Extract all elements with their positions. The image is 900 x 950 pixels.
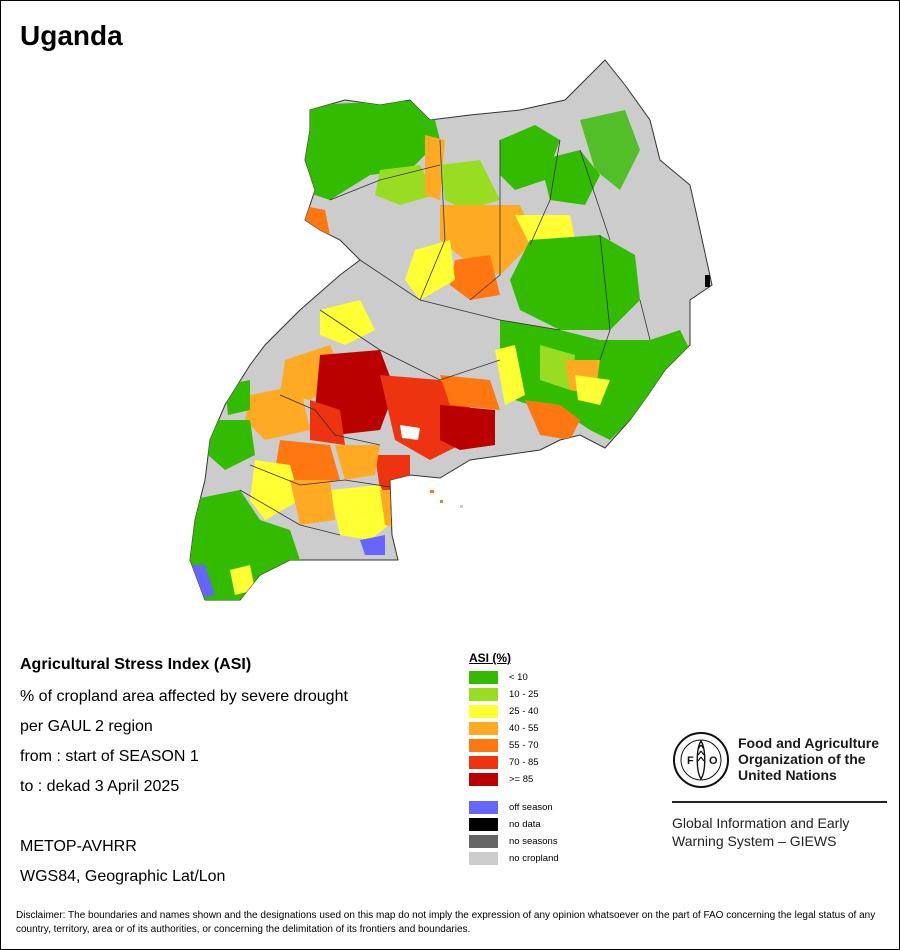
legend-swatch [469,671,498,684]
region-yellow-north2 [515,215,575,245]
legend-swatch [469,756,498,769]
legend-swatch [469,739,498,752]
legend-label: no cropland [509,853,559,864]
fao-name-line3: United Nations [738,767,837,783]
region-sw-yellow [250,460,300,520]
no-data-patch [705,275,710,287]
region-sw-yellow3 [230,565,255,595]
legend-swatch [469,835,498,848]
island-3 [460,505,463,508]
map-title: Uganda [20,20,123,51]
district-boundaries [239,139,651,536]
legend-label: 25 - 40 [509,706,539,717]
region-central-orange2 [450,255,500,300]
region-yellow-north [405,240,455,300]
fao-name-line2: Organization of the [738,751,866,767]
fao-logo-f: F [687,755,694,767]
region-sw-yellow2 [330,485,395,540]
region-w-green [225,380,250,415]
legend-swatch [469,722,498,735]
region-west-nile [300,100,440,200]
region-sw-green [190,490,300,600]
region-lake-red [440,405,495,450]
region-sw-green2 [208,420,255,470]
legend-label: >= 85 [509,774,534,785]
region-sw-offseason [190,565,215,598]
info-line1: % of cropland area affected by severe dr… [20,688,348,705]
uganda-map [189,59,713,601]
info-to: to : dekad 3 April 2025 [20,778,180,795]
fao-name-line1: Food and Agriculture [738,735,880,751]
legend-label: no seasons [509,836,558,847]
region-west-orange [245,385,310,440]
fao-logo-o: O [709,755,718,767]
region-east-orange2 [525,400,580,440]
legend-swatch [469,852,498,865]
disclaimer: Disclaimer: The boundaries and names sho… [16,910,876,935]
legend-label: 10 - 25 [509,689,539,700]
legend-label: < 10 [509,672,528,683]
legend-label: 55 - 70 [509,740,539,751]
region-karamoja-green [580,110,640,190]
region-south-orange2 [335,445,380,480]
region-east-yellow [495,345,525,405]
legend-swatch [469,705,498,718]
info-line2: per GAUL 2 region [20,718,153,735]
legend-swatch [469,688,498,701]
island-1 [430,490,434,493]
giews-name: Global Information and Early Warning Sys… [672,814,849,850]
legend-swatch [469,801,498,814]
giews-line2: Warning System – GIEWS [672,833,837,849]
info-projection: WGS84, Geographic Lat/Lon [20,868,226,885]
fao-branding: F O Food and Agriculture Organization of… [672,731,887,849]
region-s-offseason [360,535,385,555]
region-south-red [375,455,410,490]
region-east-lightgreen [540,345,575,390]
region-north-orange [425,135,445,200]
region-mid-yellow [320,300,375,345]
legend-label: off season [509,802,553,813]
info-from: from : start of SEASON 1 [20,748,199,765]
fao-divider [672,801,887,803]
legend-label: 40 - 55 [509,723,539,734]
region-central-orange [440,205,535,275]
legend-swatch [469,773,498,786]
info-sensor: METOP-AVHRR [20,838,137,855]
legend-label: no data [509,819,541,830]
fao-name: Food and Agriculture Organization of the… [738,735,879,783]
region-central-red2 [310,400,345,445]
region-nw-yellowgreen [375,165,435,205]
region-central-orange3 [440,375,500,410]
legend-label: 70 - 85 [509,757,539,768]
giews-line1: Global Information and Early [672,815,850,831]
legend-swatch [469,818,498,831]
lake-kyoga-cut [400,425,420,440]
region-east-yellow2 [575,375,610,405]
legend-title: ASI (%) [469,651,511,665]
fao-logo-icon: F O [673,732,729,788]
region-north-lightgreen [440,160,500,210]
island-2 [440,500,443,503]
region-sw-orange [290,480,335,525]
info-heading: Agricultural Stress Index (ASI) [20,656,252,673]
